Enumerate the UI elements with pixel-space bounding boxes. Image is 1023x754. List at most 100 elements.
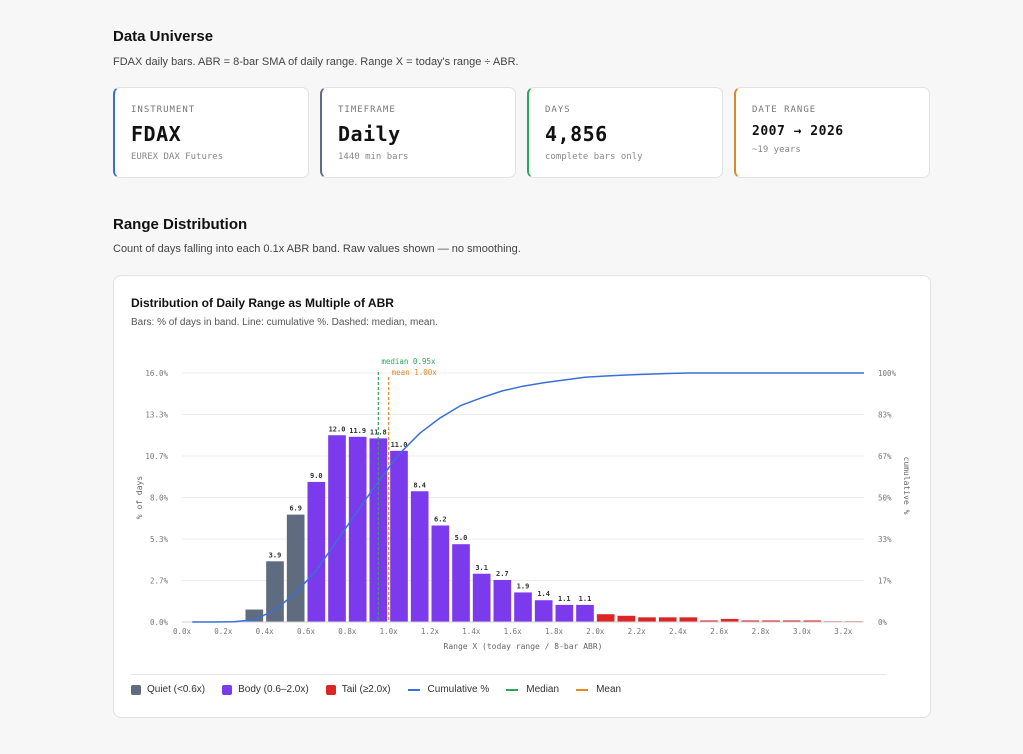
stat-card-instrument: INSTRUMENT FDAX EUREX DAX Futures xyxy=(113,87,309,178)
cumulative-line xyxy=(192,372,864,623)
y2-tick-label: 67% xyxy=(878,452,892,461)
stat-label: INSTRUMENT xyxy=(131,105,196,115)
stat-label: DAYS xyxy=(545,105,571,115)
stat-label: DATE RANGE xyxy=(752,105,817,115)
bar xyxy=(390,450,408,622)
legend-swatch xyxy=(222,684,233,695)
legend-label: Tail (≥2.0x) xyxy=(341,684,391,695)
y2-tick-label: 33% xyxy=(878,535,892,544)
stat-card-timeframe: TIMEFRAME Daily 1440 min bars xyxy=(320,87,516,178)
chart-legend: Quiet (<0.6x) Body (0.6–2.0x) Tail (≥2.0x)… xyxy=(131,684,638,695)
y2-tick-label: 100% xyxy=(878,369,897,378)
stat-sub: EUREX DAX Futures xyxy=(131,152,224,162)
x-tick-label: 1.4x xyxy=(462,627,481,636)
x-tick-label: 0.4x xyxy=(256,627,275,636)
legend-label: Quiet (<0.6x) xyxy=(147,684,206,695)
section-title-universe: Data Universe xyxy=(113,28,214,45)
legend-swatch xyxy=(407,688,420,691)
bar xyxy=(638,617,656,622)
bar-data-label: 11.0 xyxy=(391,441,408,449)
chart-panel: Distribution of Daily Range as Multiple … xyxy=(113,275,931,718)
x-tick-label: 2.8x xyxy=(752,627,771,636)
y-tick-label: 8.0% xyxy=(150,494,169,503)
chart-subtitle: Bars: % of days in band. Line: cumulativ… xyxy=(131,317,438,328)
chart-title: Distribution of Daily Range as Multiple … xyxy=(131,296,394,310)
bar-data-label: 1.1 xyxy=(558,595,571,603)
legend-label: Mean xyxy=(596,684,622,695)
bar xyxy=(369,438,388,622)
y2-tick-label: 17% xyxy=(878,577,892,586)
x-tick-label: 0.6x xyxy=(297,627,316,636)
y2-axis-label: cumulative % xyxy=(902,457,911,515)
y-tick-label: 16.0% xyxy=(145,369,168,378)
section-description-universe: FDAX daily bars. ABR = 8-bar SMA of dail… xyxy=(113,56,519,68)
y-tick-label: 5.3% xyxy=(150,535,169,544)
bar-data-label: 6.9 xyxy=(289,505,302,513)
bar xyxy=(720,618,739,622)
y-tick-label: 13.3% xyxy=(145,411,168,420)
bar xyxy=(700,620,718,622)
bar xyxy=(617,615,636,622)
bar xyxy=(534,600,553,622)
x-tick-label: 1.0x xyxy=(380,627,399,636)
median-label: median 0.95x xyxy=(381,357,436,366)
stat-label: TIMEFRAME xyxy=(338,105,396,115)
bar xyxy=(307,481,326,622)
bar xyxy=(328,435,346,622)
stat-sub: complete bars only xyxy=(545,152,643,162)
range-distribution-chart: 0.0% 2.7% 5.3% 8.0% 10.7% 13.3% 16.0% 0% 17% 33% 5… xyxy=(135,357,911,651)
x-axis-label: Range X (today range / 8-bar ABR) xyxy=(444,642,603,651)
bar xyxy=(452,544,470,622)
legend-item-tail: Tail (≥2.0x) xyxy=(325,684,391,695)
bar xyxy=(472,573,491,622)
bar xyxy=(803,620,822,622)
bar xyxy=(741,620,760,622)
stat-sub: ~19 years xyxy=(752,145,801,155)
bar-data-label: 3.9 xyxy=(269,551,282,559)
bar-data-label: 11.9 xyxy=(349,427,366,435)
bar xyxy=(286,514,305,622)
bar-data-label: 5.0 xyxy=(455,534,468,542)
x-tick-label: 1.2x xyxy=(421,627,440,636)
section-description-range: Count of days falling into each 0.1x ABR… xyxy=(113,243,521,255)
x-tick-label: 2.6x xyxy=(710,627,729,636)
y2-tick-label: 83% xyxy=(878,411,892,420)
stat-value: 4,856 xyxy=(545,122,608,146)
bar-data-label: 1.1 xyxy=(579,595,592,603)
legend-label: Cumulative % xyxy=(427,684,490,695)
legend-label: Body (0.6–2.0x) xyxy=(238,684,309,695)
bar xyxy=(576,604,594,622)
bar xyxy=(431,525,450,622)
x-tick-label: 2.0x xyxy=(586,627,605,636)
legend-divider xyxy=(131,674,886,675)
legend-item-median: Median xyxy=(506,684,559,695)
legend-label: Median xyxy=(526,684,560,695)
bar-data-label: 2.7 xyxy=(496,570,509,578)
stat-value: Daily xyxy=(338,122,401,146)
bar-data-label: 9.0 xyxy=(310,472,323,480)
stat-sub: 1440 min bars xyxy=(338,152,409,162)
legend-item-mean: Mean xyxy=(576,684,621,695)
bar-data-label: 6.2 xyxy=(434,516,447,524)
x-tick-label: 2.4x xyxy=(669,627,688,636)
bar-data-label: 8.4 xyxy=(413,481,426,489)
bar xyxy=(762,620,780,622)
stat-card-date-range: DATE RANGE 2007 → 2026 ~19 years xyxy=(734,87,930,178)
bar xyxy=(493,579,512,622)
bar xyxy=(679,617,698,622)
bar xyxy=(245,609,264,622)
stat-card-days: DAYS 4,856 complete bars only xyxy=(527,87,723,178)
stat-value: 2007 → 2026 xyxy=(752,124,844,139)
x-tick-label: 0.8x xyxy=(338,627,357,636)
y-tick-label: 0.0% xyxy=(150,618,169,627)
stat-value: FDAX xyxy=(131,122,182,146)
bar-data-label: 1.9 xyxy=(517,582,530,590)
x-tick-label: 0.2x xyxy=(214,627,233,636)
mean-label: mean 1.00x xyxy=(392,368,438,377)
y-tick-label: 2.7% xyxy=(150,577,169,586)
legend-swatch xyxy=(576,688,589,691)
bar-data-label: 3.1 xyxy=(475,564,488,572)
legend-swatch xyxy=(325,684,336,695)
legend-swatch xyxy=(131,684,141,695)
legend-item-quiet: Quiet (<0.6x) xyxy=(131,684,205,695)
